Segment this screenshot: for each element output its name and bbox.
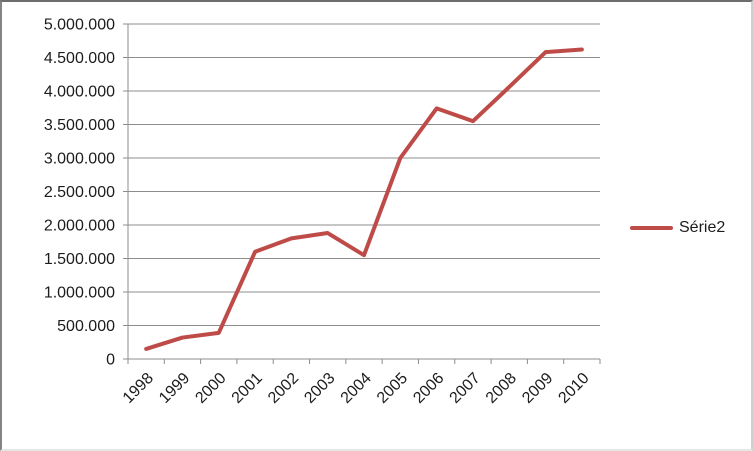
y-axis-tick-label: 1.000.000 xyxy=(44,285,115,302)
x-axis-tick-label: 1999 xyxy=(156,370,193,407)
y-axis-tick-label: 5.000.000 xyxy=(44,17,115,34)
legend-series-label: Série2 xyxy=(679,219,726,236)
series-line xyxy=(144,47,584,351)
x-axis-tick-label: 2008 xyxy=(483,370,520,407)
y-axis-tick-label: 2.500.000 xyxy=(44,184,115,201)
y-axis-tick-label: 500.000 xyxy=(57,318,115,335)
legend: Série2 xyxy=(630,219,725,237)
x-axis-tick-label: 1998 xyxy=(120,370,157,407)
x-axis-tick-label: 2000 xyxy=(192,370,229,407)
x-axis-tick-label: 2009 xyxy=(519,370,556,407)
y-axis-tick-label: 4.500.000 xyxy=(44,50,115,67)
y-axis-tick-label: 1.500.000 xyxy=(44,251,115,268)
x-axis-tick-label: 2001 xyxy=(229,370,266,407)
x-axis-tick-label: 2004 xyxy=(338,370,375,407)
x-axis-tick-label: 2005 xyxy=(374,370,411,407)
y-axis-tick-label: 2.000.000 xyxy=(44,218,115,235)
x-axis-tick-label: 2010 xyxy=(555,370,592,407)
x-axis-tick-label: 2007 xyxy=(447,370,484,407)
y-axis-tick-label: 4.000.000 xyxy=(44,84,115,101)
y-axis-tick-label: 3.500.000 xyxy=(44,117,115,134)
x-axis-tick-label: 2003 xyxy=(301,370,338,407)
x-axis-tick-label: 2002 xyxy=(265,370,302,407)
y-axis-tick-label: 3.000.000 xyxy=(44,151,115,168)
legend-series-swatch xyxy=(630,226,673,230)
y-axis-tick-label: 0 xyxy=(106,352,115,369)
x-axis-tick-label: 2006 xyxy=(410,370,447,407)
